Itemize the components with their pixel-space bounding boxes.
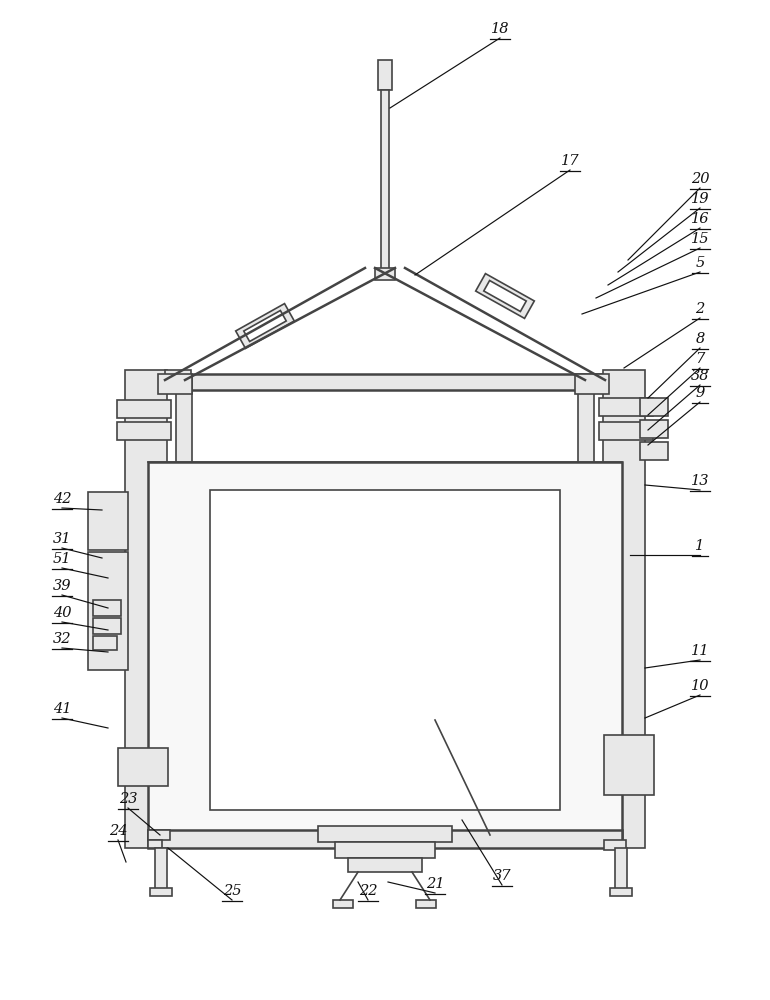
Bar [615, 848, 627, 893]
Text: 17: 17 [561, 154, 579, 168]
Bar [381, 90, 389, 270]
Polygon shape [244, 311, 286, 341]
Bar [148, 374, 622, 390]
Bar [640, 442, 668, 460]
Text: 13: 13 [691, 474, 709, 488]
Text: 9: 9 [695, 386, 705, 400]
Bar [640, 398, 668, 416]
Bar [578, 378, 594, 838]
Bar [604, 735, 654, 795]
Bar [93, 618, 121, 634]
Text: 5: 5 [695, 256, 705, 270]
Bar [93, 600, 121, 616]
Text: 1: 1 [695, 539, 705, 553]
Polygon shape [476, 274, 534, 318]
Text: 31: 31 [53, 532, 72, 546]
Bar [93, 636, 117, 650]
Text: 21: 21 [426, 877, 444, 891]
Bar [148, 462, 622, 840]
Text: 25: 25 [223, 884, 241, 898]
Bar [88, 552, 128, 670]
Bar [148, 840, 162, 848]
Text: 38: 38 [691, 369, 709, 383]
Bar [378, 60, 392, 90]
Bar [165, 370, 191, 384]
Text: 39: 39 [53, 579, 72, 593]
Bar [117, 422, 171, 440]
Bar [148, 830, 622, 848]
Text: 10: 10 [691, 679, 709, 693]
Bar [158, 374, 192, 394]
Bar [333, 900, 353, 908]
Bar [118, 748, 168, 786]
Text: 40: 40 [53, 606, 72, 620]
Bar [610, 888, 632, 896]
Bar [210, 490, 560, 810]
Text: 8: 8 [695, 332, 705, 346]
Text: 37: 37 [493, 869, 511, 883]
Text: 2: 2 [695, 302, 705, 316]
Text: 41: 41 [53, 702, 72, 716]
Bar [318, 826, 452, 842]
Text: 51: 51 [53, 552, 72, 566]
Bar [640, 420, 668, 438]
Bar [335, 842, 435, 858]
Bar [125, 370, 167, 848]
Bar [88, 492, 128, 550]
Text: 32: 32 [53, 632, 72, 646]
Text: 20: 20 [691, 172, 709, 186]
Text: 16: 16 [691, 212, 709, 226]
Text: 22: 22 [359, 884, 377, 898]
Bar [348, 858, 422, 872]
Polygon shape [484, 281, 526, 311]
Bar [416, 900, 436, 908]
Text: 19: 19 [691, 192, 709, 206]
Text: 42: 42 [53, 492, 72, 506]
Bar [599, 398, 653, 416]
Polygon shape [236, 304, 294, 348]
Text: 23: 23 [119, 792, 137, 806]
Bar [604, 840, 626, 850]
Bar [599, 422, 653, 440]
Bar [155, 848, 167, 893]
Bar [575, 374, 609, 394]
Bar [148, 830, 170, 840]
Text: 18: 18 [490, 22, 509, 36]
Bar [375, 268, 395, 280]
Bar [176, 378, 192, 838]
Bar [150, 888, 172, 896]
Bar [117, 400, 171, 418]
Text: 15: 15 [691, 232, 709, 246]
Bar [603, 370, 645, 848]
Text: 24: 24 [109, 824, 127, 838]
Text: 7: 7 [695, 352, 705, 366]
Text: 11: 11 [691, 644, 709, 658]
